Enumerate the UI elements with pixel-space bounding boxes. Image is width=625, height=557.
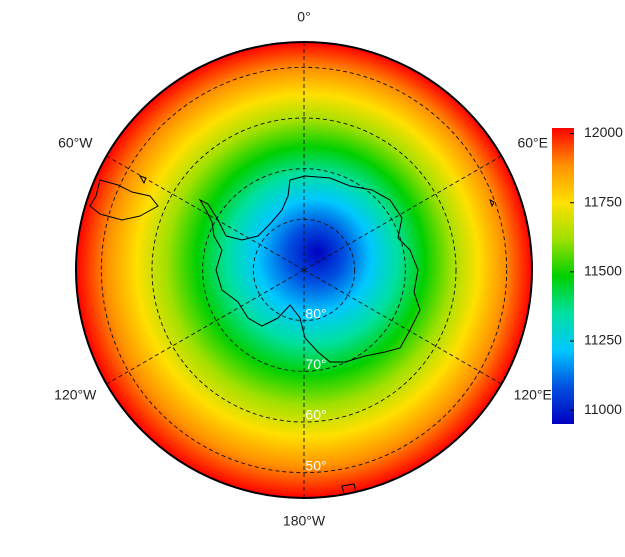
south-america-tip (89, 179, 159, 221)
meridian (106, 269, 305, 385)
lon-label: 0° (297, 9, 310, 25)
meridian (303, 269, 502, 385)
antarctica-coast (198, 175, 421, 363)
colorbar-tick-label: 12000 (584, 124, 623, 140)
colorbar-tick-label: 11500 (584, 263, 622, 279)
lon-label: 120°E (514, 387, 552, 403)
parallel (151, 117, 457, 423)
map-boundary (75, 41, 533, 499)
lat-label: 70° (305, 356, 326, 372)
colorbar-tick-label: 11250 (584, 332, 622, 348)
lon-label: 120°W (54, 387, 97, 403)
meridian (303, 155, 502, 271)
lon-label: 180°W (283, 513, 326, 529)
colorbar (552, 128, 574, 424)
colorbar-tick-label: 11000 (584, 401, 622, 417)
meridian (106, 155, 305, 271)
labels: 80° 70° 60° 50° 0° 60°W 60°E 120°W 120°E 180°W 110… (54, 9, 623, 529)
lon-label: 60°E (517, 135, 548, 151)
graticule (100, 42, 508, 498)
parallel (100, 66, 508, 474)
lat-label: 50° (305, 457, 326, 473)
lon-label: 60°W (58, 135, 93, 151)
lat-label: 80° (305, 305, 326, 321)
lat-label: 60° (305, 407, 326, 423)
colorbar-tick-label: 11750 (584, 193, 622, 209)
